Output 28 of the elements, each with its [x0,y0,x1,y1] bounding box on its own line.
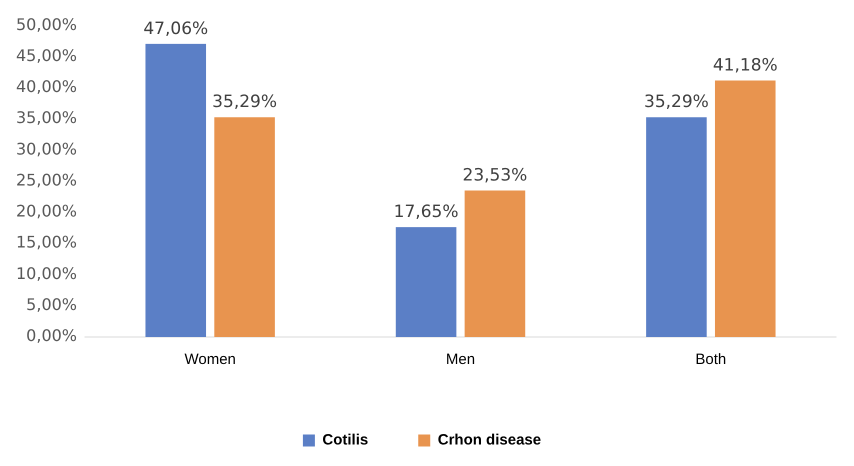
y-tick-label: 30,00% [16,139,78,158]
x-tick-label: Women [184,351,236,368]
bar [646,117,707,337]
y-tick-label: 10,00% [16,264,78,283]
y-tick-label: 45,00% [16,46,78,65]
data-label: 47,06% [143,18,208,39]
data-label: 35,29% [212,92,278,112]
bar [396,227,456,337]
y-tick-label: 20,00% [16,202,78,221]
y-tick-label: 50,00% [16,14,78,34]
x-tick-label: Men [446,351,476,368]
y-tick-label: 25,00% [16,170,78,190]
legend-label: Cotilis [322,432,368,449]
bar [214,117,275,337]
data-label: 23,53% [462,165,528,186]
data-label: 41,18% [712,55,778,76]
data-label: 35,29% [644,92,709,112]
y-tick-label: 35,00% [16,108,78,128]
y-tick-label: 15,00% [16,232,78,252]
x-tick-label: Both [695,351,726,368]
y-tick-label: 40,00% [16,77,78,96]
y-tick-label: 0,00% [26,326,78,346]
bar [714,80,776,337]
bar [464,190,526,337]
bar [145,44,206,337]
legend-label: Crhon disease [438,432,542,449]
y-tick-label: 5,00% [26,295,78,314]
data-label: 17,65% [394,202,458,222]
